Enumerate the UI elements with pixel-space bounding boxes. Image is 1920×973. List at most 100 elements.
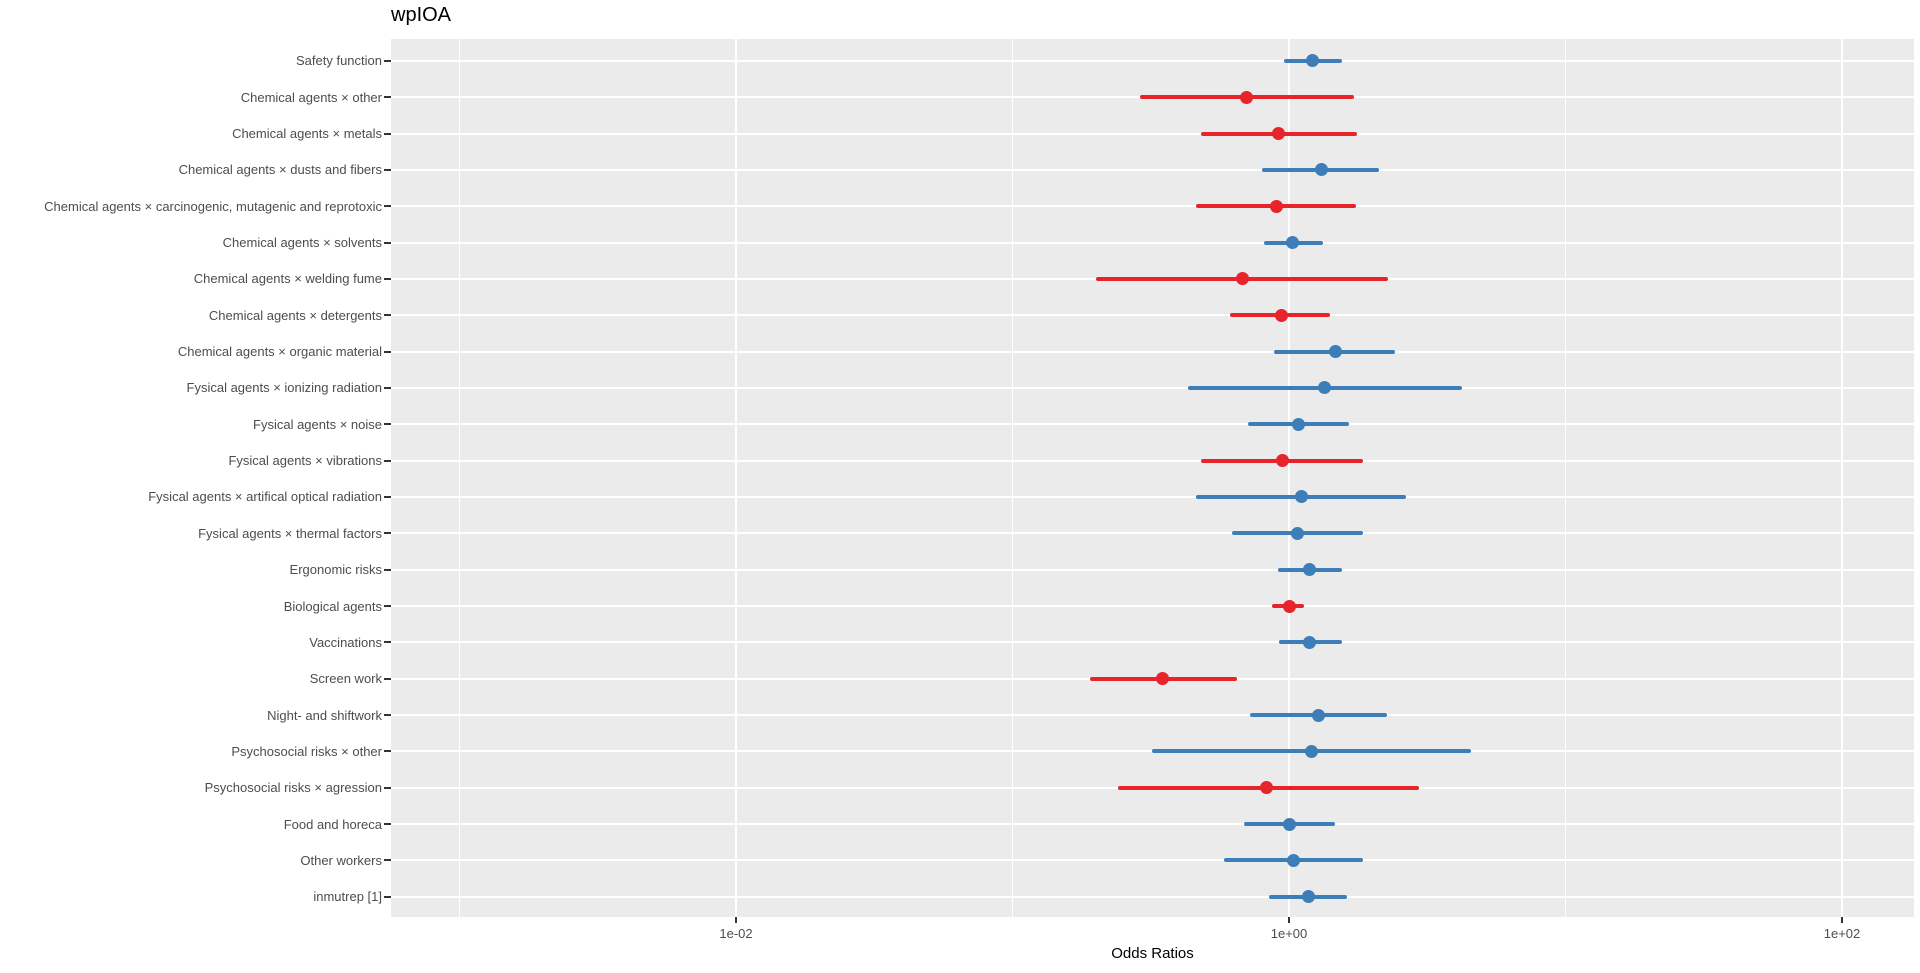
gridline-horizontal bbox=[391, 495, 1914, 498]
y-axis-label: Fysical agents × vibrations bbox=[228, 453, 382, 469]
gridline-horizontal bbox=[391, 350, 1914, 353]
x-axis-tick-label: 1e-02 bbox=[719, 926, 753, 941]
gridline-vertical-major bbox=[1841, 39, 1843, 917]
y-axis-label: Fysical agents × noise bbox=[253, 416, 382, 432]
x-axis-title: Odds Ratios bbox=[1111, 945, 1194, 962]
y-axis-tick bbox=[384, 568, 391, 571]
x-axis-tick-label: 1e+00 bbox=[1270, 926, 1308, 941]
point-estimate bbox=[1314, 163, 1328, 177]
y-axis-tick bbox=[384, 241, 391, 244]
y-axis-tick bbox=[384, 532, 391, 535]
gridline-horizontal bbox=[391, 605, 1914, 607]
x-axis-tick bbox=[1288, 917, 1290, 923]
gridline-horizontal bbox=[391, 59, 1914, 62]
y-axis-label: Fysical agents × thermal factors bbox=[198, 525, 382, 541]
point-estimate bbox=[1236, 272, 1250, 286]
y-axis-tick bbox=[384, 895, 391, 898]
gridline-vertical-minor bbox=[459, 39, 460, 917]
point-estimate bbox=[1272, 127, 1286, 141]
y-axis-tick bbox=[384, 314, 391, 317]
y-axis-label: Chemical agents × dusts and fibers bbox=[178, 162, 382, 178]
plot-panel bbox=[391, 39, 1914, 917]
y-axis-label: Food and horeca bbox=[283, 816, 382, 832]
y-axis-label: inmutrep [1] bbox=[313, 889, 382, 905]
point-estimate bbox=[1269, 199, 1283, 213]
gridline-vertical-major bbox=[735, 39, 737, 917]
gridline-horizontal bbox=[391, 386, 1914, 389]
y-axis-tick bbox=[384, 459, 391, 462]
y-axis-label: Biological agents bbox=[283, 598, 382, 614]
x-axis-tick bbox=[735, 917, 737, 923]
x-axis-tick bbox=[1841, 917, 1843, 923]
point-estimate bbox=[1305, 744, 1319, 758]
gridline-horizontal bbox=[391, 314, 1914, 317]
y-axis-label: Safety function bbox=[296, 53, 382, 69]
y-axis-tick bbox=[384, 823, 391, 826]
plot-title: wpIOA bbox=[391, 4, 452, 26]
y-axis-tick bbox=[384, 750, 391, 753]
y-axis-tick bbox=[384, 350, 391, 353]
y-axis-tick bbox=[384, 132, 391, 135]
y-axis-label: Chemical agents × welding fume bbox=[193, 271, 382, 287]
y-axis-tick bbox=[384, 714, 391, 717]
x-axis-tick-label: 1e+02 bbox=[1823, 926, 1861, 941]
y-axis-tick bbox=[384, 859, 391, 862]
gridline-horizontal bbox=[391, 532, 1914, 535]
point-estimate bbox=[1276, 454, 1290, 468]
y-axis-label: Chemical agents × detergents bbox=[208, 307, 382, 323]
point-estimate bbox=[1328, 345, 1342, 359]
y-axis-label: Fysical agents × ionizing radiation bbox=[186, 380, 382, 396]
point-estimate bbox=[1306, 54, 1320, 68]
y-axis-tick bbox=[384, 96, 391, 99]
gridline-horizontal bbox=[391, 241, 1914, 244]
point-estimate bbox=[1239, 90, 1253, 104]
gridline-horizontal bbox=[391, 641, 1914, 644]
y-axis-tick bbox=[384, 423, 391, 426]
y-axis-label: Chemical agents × other bbox=[240, 89, 382, 105]
y-axis-label: Chemical agents × carcinogenic, mutageni… bbox=[44, 198, 382, 214]
gridline-horizontal bbox=[391, 459, 1914, 462]
point-estimate bbox=[1286, 236, 1300, 250]
point-estimate bbox=[1303, 563, 1317, 577]
point-estimate bbox=[1291, 417, 1305, 431]
point-estimate bbox=[1282, 599, 1296, 613]
gridline-horizontal bbox=[391, 823, 1914, 826]
y-axis-tick bbox=[384, 495, 391, 498]
y-axis-label: Night- and shiftwork bbox=[267, 707, 382, 723]
gridline-horizontal bbox=[391, 895, 1914, 898]
y-axis-label: Screen work bbox=[309, 671, 382, 687]
y-axis-label: Chemical agents × organic material bbox=[177, 344, 382, 360]
y-axis-tick bbox=[384, 677, 391, 680]
y-axis-label: Psychosocial risks × agression bbox=[204, 780, 382, 796]
y-axis-label: Chemical agents × metals bbox=[232, 126, 382, 142]
point-estimate bbox=[1282, 817, 1296, 831]
y-axis-label: Ergonomic risks bbox=[289, 562, 382, 578]
y-axis-label: Chemical agents × solvents bbox=[222, 235, 382, 251]
point-estimate bbox=[1302, 890, 1316, 904]
y-axis-label: Vaccinations bbox=[309, 634, 382, 650]
gridline-vertical-minor bbox=[1012, 39, 1013, 917]
gridline-horizontal bbox=[391, 714, 1914, 717]
point-estimate bbox=[1275, 308, 1289, 322]
y-axis-tick bbox=[384, 386, 391, 389]
y-axis-tick bbox=[384, 605, 391, 607]
gridline-horizontal bbox=[391, 568, 1914, 571]
point-estimate bbox=[1156, 672, 1170, 686]
point-estimate bbox=[1295, 490, 1309, 504]
gridline-vertical-major bbox=[1288, 39, 1290, 917]
point-estimate bbox=[1260, 781, 1274, 795]
gridline-horizontal bbox=[391, 205, 1914, 208]
y-axis-tick bbox=[384, 641, 391, 644]
y-axis-tick bbox=[384, 205, 391, 208]
point-estimate bbox=[1290, 526, 1304, 540]
y-axis-tick bbox=[384, 786, 391, 789]
y-axis-tick bbox=[384, 168, 391, 171]
point-estimate bbox=[1303, 635, 1317, 649]
y-axis-label: Other workers bbox=[300, 852, 382, 868]
gridline-horizontal bbox=[391, 859, 1914, 862]
gridline-horizontal bbox=[391, 132, 1914, 135]
point-estimate bbox=[1317, 381, 1331, 395]
gridline-horizontal bbox=[391, 168, 1914, 171]
y-axis-label: Fysical agents × artifical optical radia… bbox=[148, 489, 382, 505]
